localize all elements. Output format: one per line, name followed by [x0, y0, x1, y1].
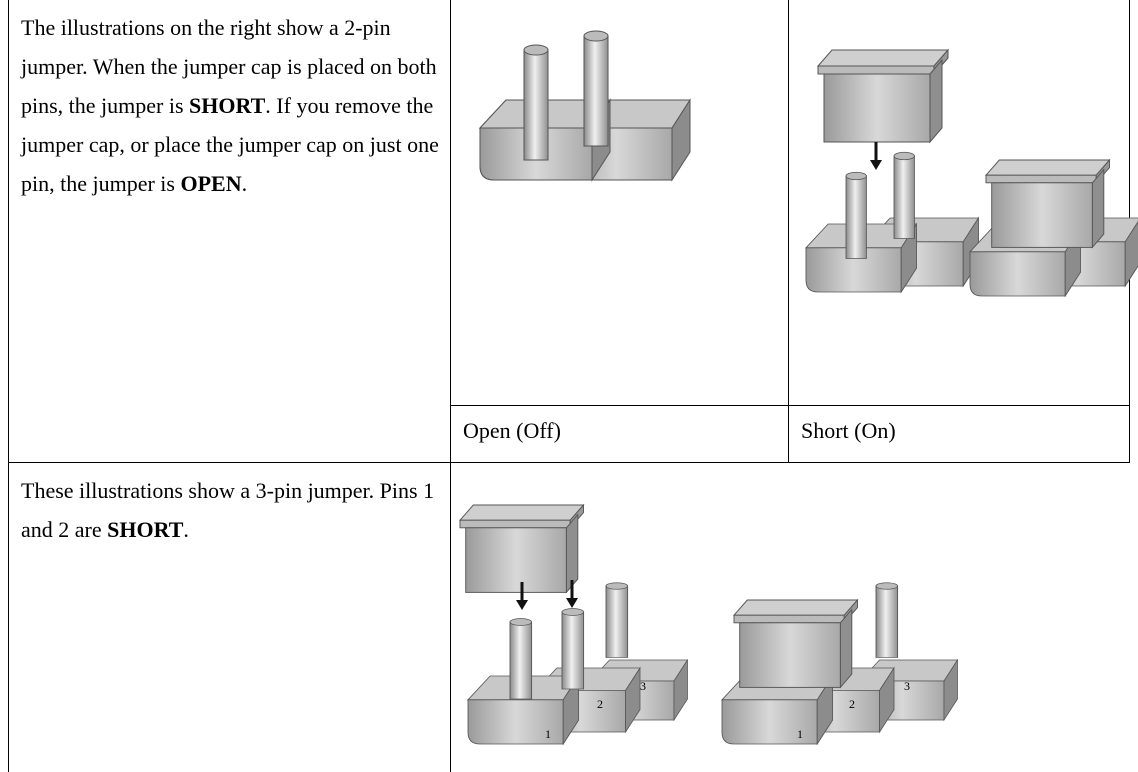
pin-label: 2: [597, 697, 603, 711]
three-pin-illustration: 1 2 3 1 2 3: [459, 504, 958, 745]
pin-label: 1: [797, 727, 803, 741]
border: [788, 0, 789, 462]
border: [8, 0, 9, 772]
text: These illustrations show a 3-pin jumper.…: [21, 478, 435, 542]
text: .: [183, 517, 189, 542]
jumper-open-illustration: [479, 30, 691, 181]
jumper-short-illustration: [805, 49, 1138, 297]
bold-text: SHORT: [189, 93, 266, 118]
border: [450, 405, 1130, 406]
pin-label: 3: [640, 679, 646, 693]
pin-label: 2: [849, 697, 855, 711]
bold-text: OPEN: [180, 171, 242, 196]
description: These illustrations show a 3-pin jumper.…: [9, 463, 450, 549]
bold-text: SHORT: [107, 517, 184, 542]
border: [8, 462, 1130, 463]
caption: Open (Off): [463, 418, 561, 443]
text: .: [241, 171, 248, 196]
text: . If you remove the jumper cap, or place…: [21, 93, 439, 196]
pin-label: 1: [545, 727, 551, 741]
description: The illustrations on the right show a 2-…: [9, 0, 450, 203]
text: The illustrations on the right show a 2-…: [21, 15, 437, 118]
pin-label: 3: [904, 679, 910, 693]
caption: Short (On): [801, 418, 896, 443]
border: [450, 0, 451, 772]
